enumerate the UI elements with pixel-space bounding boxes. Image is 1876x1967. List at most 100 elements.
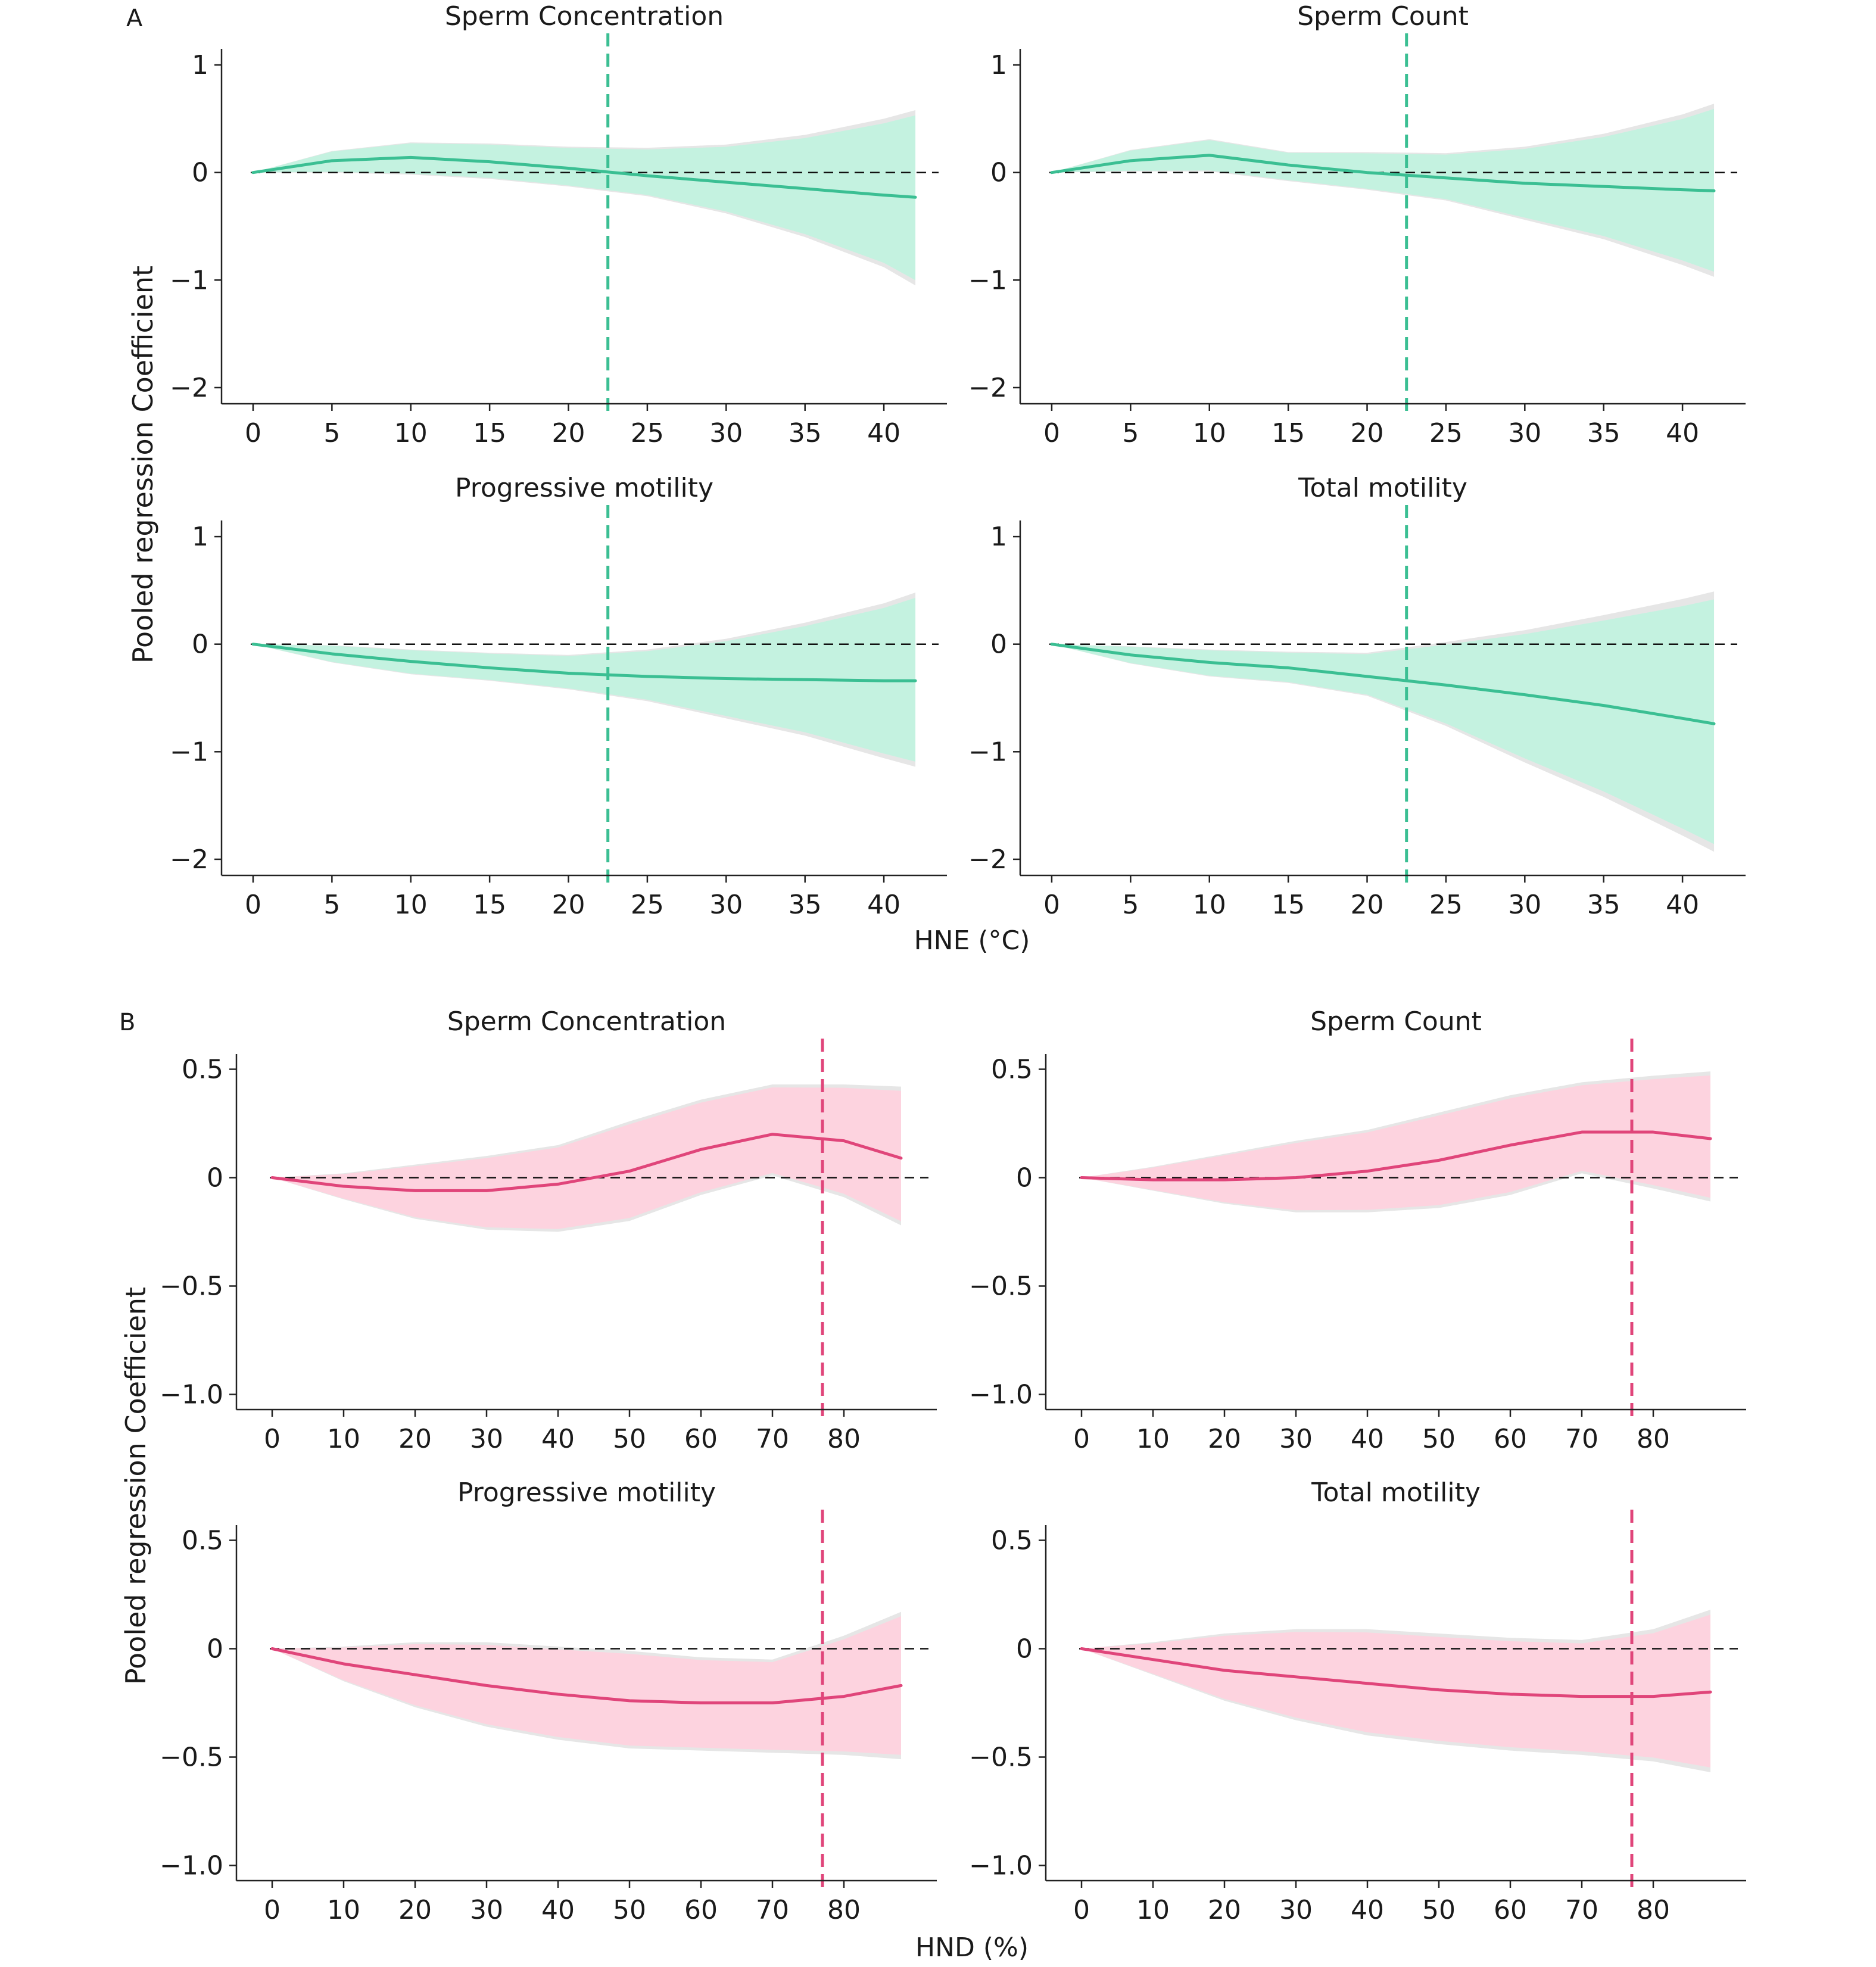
chart-title: Total motility — [1298, 473, 1467, 503]
x-tick-label: 20 — [1351, 890, 1384, 920]
y-tick-label: 0 — [192, 158, 208, 188]
x-tick-label: 15 — [1272, 890, 1305, 920]
x-tick-label: 80 — [1637, 1424, 1670, 1454]
x-tick-label: 35 — [1587, 890, 1621, 920]
y-tick-label: −1.0 — [969, 1851, 1033, 1881]
x-tick-label: 30 — [470, 1424, 503, 1454]
x-tick-label: 0 — [245, 418, 261, 448]
y-tick-label: −0.5 — [160, 1271, 223, 1302]
x-tick-label: 35 — [789, 418, 822, 448]
x-tick-label: 10 — [327, 1424, 360, 1454]
x-tick-label: 0 — [245, 890, 261, 920]
x-tick-label: 35 — [789, 890, 822, 920]
confidence-band — [253, 597, 916, 762]
x-tick-label: 10 — [1136, 1895, 1170, 1925]
y-tick-label: −1 — [968, 737, 1007, 767]
x-tick-label: 20 — [552, 890, 585, 920]
x-tick-label: 70 — [756, 1895, 789, 1925]
x-tick-label: 25 — [631, 890, 664, 920]
x-tick-label: 5 — [1122, 890, 1139, 920]
y-tick-label: −1 — [170, 265, 208, 295]
x-tick-label: 10 — [394, 418, 428, 448]
x-tick-label: 40 — [867, 418, 900, 448]
chart-b-sperm-concentration: 0.5 0 −0.5 −1.0 0 10 20 30 40 50 60 70 80 Sperm Conce… — [160, 1006, 937, 1454]
x-tick-label: 60 — [1494, 1424, 1527, 1454]
x-tick-label: 40 — [1666, 418, 1699, 448]
y-tick-label: −0.5 — [969, 1742, 1033, 1773]
x-tick-label: 15 — [473, 890, 506, 920]
y-tick-label: 1 — [192, 50, 208, 80]
y-tick-label: −0.5 — [969, 1271, 1033, 1302]
chart-title: Sperm Concentration — [447, 1006, 726, 1037]
x-tick-label: 30 — [1279, 1895, 1313, 1925]
y-tick-label: 0.5 — [991, 1525, 1033, 1555]
x-tick-label: 50 — [1422, 1424, 1456, 1454]
y-tick-label: −2 — [968, 844, 1007, 875]
x-tick-label: 30 — [1508, 890, 1541, 920]
y-tick-label: −2 — [170, 373, 208, 403]
x-tick-label: 30 — [470, 1895, 503, 1925]
x-tick-label: 25 — [1429, 890, 1463, 920]
y-tick-label: 0 — [990, 629, 1007, 660]
x-tick-label: 40 — [1351, 1895, 1384, 1925]
x-tick-label: 25 — [631, 418, 664, 448]
chart-title: Sperm Count — [1310, 1006, 1482, 1037]
x-tick-label: 0 — [1073, 1895, 1090, 1925]
y-tick-label: −1 — [968, 265, 1007, 295]
y-tick-label: 1 — [192, 522, 208, 552]
x-tick-label: 30 — [709, 890, 743, 920]
x-tick-label: 10 — [1136, 1424, 1170, 1454]
x-axis-label-a: HNE (°C) — [914, 925, 1030, 956]
x-tick-label: 0 — [1043, 890, 1060, 920]
y-tick-label: 0 — [207, 1634, 223, 1664]
x-tick-label: 60 — [684, 1895, 718, 1925]
x-tick-label: 25 — [1429, 418, 1463, 448]
x-tick-label: 5 — [1122, 418, 1139, 448]
y-tick-label: 0 — [990, 158, 1007, 188]
x-tick-label: 40 — [541, 1424, 575, 1454]
x-tick-label: 50 — [613, 1895, 646, 1925]
y-tick-label: −1 — [170, 737, 208, 767]
y-tick-label: −2 — [968, 373, 1007, 403]
confidence-band — [1051, 108, 1715, 272]
chart-b-total-motility: 0.5 0 −0.5 −1.0 0 10 20 30 40 50 60 70 80 Total motil… — [969, 1477, 1746, 1925]
confidence-band — [1082, 1075, 1710, 1211]
y-axis-label-b: Pooled regression Coefficient — [120, 1287, 152, 1685]
x-tick-label: 80 — [827, 1895, 861, 1925]
x-tick-label: 40 — [1666, 890, 1699, 920]
confidence-band — [1051, 599, 1715, 844]
x-tick-label: 80 — [827, 1424, 861, 1454]
y-tick-label: 0.5 — [991, 1054, 1033, 1084]
x-tick-label: 10 — [394, 890, 428, 920]
x-tick-label: 5 — [323, 890, 340, 920]
x-tick-label: 10 — [1193, 418, 1226, 448]
x-tick-label: 20 — [398, 1895, 432, 1925]
x-tick-label: 20 — [1208, 1895, 1241, 1925]
x-tick-label: 20 — [398, 1424, 432, 1454]
x-tick-label: 60 — [684, 1424, 718, 1454]
estimate-line — [251, 643, 917, 682]
x-tick-label: 5 — [323, 418, 340, 448]
panel-letter-b: B — [119, 1009, 135, 1036]
y-tick-label: 0 — [1016, 1162, 1033, 1193]
x-tick-label: 70 — [756, 1424, 789, 1454]
chart-b-sperm-count: 0.5 0 −0.5 −1.0 0 10 20 30 40 50 60 70 80 Sperm Count — [969, 1006, 1746, 1454]
y-axis-label-a: Pooled regression Coefficient — [127, 266, 159, 663]
chart-title: Progressive motility — [455, 473, 713, 503]
chart-title: Progressive motility — [457, 1477, 716, 1508]
confidence-band — [1082, 1614, 1710, 1768]
x-tick-label: 15 — [473, 418, 506, 448]
x-tick-label: 70 — [1565, 1895, 1598, 1925]
y-tick-label: −0.5 — [160, 1742, 223, 1773]
y-tick-label: −1.0 — [160, 1380, 223, 1410]
x-tick-label: 50 — [1422, 1895, 1456, 1925]
x-tick-label: 15 — [1272, 418, 1305, 448]
y-tick-label: 0.5 — [182, 1525, 223, 1555]
chart-title: Total motility — [1311, 1477, 1481, 1508]
y-tick-label: 0 — [192, 629, 208, 660]
x-tick-label: 40 — [867, 890, 900, 920]
